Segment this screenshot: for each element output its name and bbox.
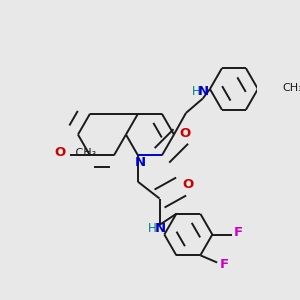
Text: O: O: [182, 178, 194, 191]
Text: O: O: [54, 146, 65, 159]
Text: N: N: [135, 156, 146, 169]
Text: O: O: [179, 128, 191, 140]
Text: CH₃: CH₃: [283, 83, 300, 93]
Text: H: H: [191, 85, 200, 98]
Text: CH₃: CH₃: [65, 148, 97, 158]
Text: N: N: [198, 85, 209, 98]
Text: H: H: [148, 222, 156, 235]
Text: F: F: [219, 258, 229, 271]
Text: F: F: [234, 226, 243, 239]
Text: N: N: [155, 222, 166, 235]
